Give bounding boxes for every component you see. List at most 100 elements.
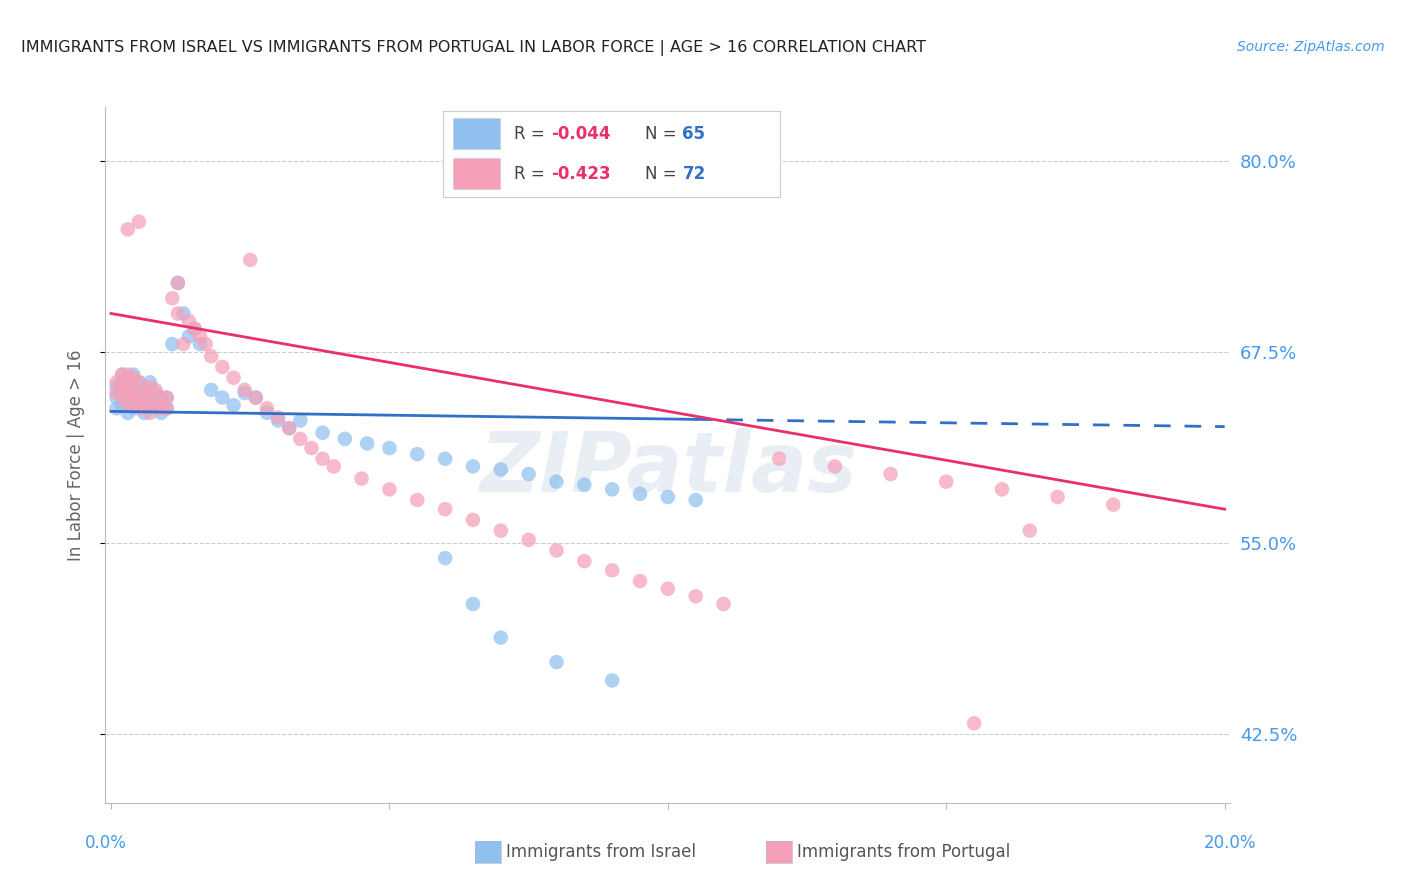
Point <box>128 391 150 405</box>
Point <box>128 386 150 401</box>
Point <box>177 314 200 328</box>
Point <box>111 380 134 394</box>
Point <box>350 472 373 486</box>
Point <box>211 359 233 374</box>
Point <box>128 376 150 390</box>
Point <box>105 391 128 405</box>
Point <box>290 432 312 446</box>
Point <box>222 370 245 384</box>
Point <box>128 401 150 416</box>
Point <box>461 597 484 611</box>
Point <box>150 401 173 416</box>
Point <box>574 477 596 491</box>
Text: Immigrants from Israel: Immigrants from Israel <box>506 843 696 861</box>
Point <box>489 462 512 476</box>
Point <box>105 376 128 390</box>
Point <box>128 215 150 229</box>
Point <box>824 459 846 474</box>
Point <box>600 673 623 688</box>
Point <box>166 306 188 320</box>
Point <box>156 401 179 416</box>
Point <box>685 493 707 508</box>
Point <box>222 398 245 412</box>
Point <box>657 490 679 504</box>
Point <box>278 421 301 435</box>
Point <box>145 398 167 412</box>
Point <box>145 383 167 397</box>
Point <box>245 391 267 405</box>
Point <box>122 380 145 394</box>
Point <box>111 376 134 390</box>
Point <box>128 398 150 412</box>
Point <box>211 391 233 405</box>
Point <box>991 483 1014 497</box>
Point <box>117 376 139 390</box>
Point <box>768 451 790 466</box>
Point <box>139 401 162 416</box>
Point <box>105 380 128 394</box>
Point <box>172 306 194 320</box>
Point <box>301 441 323 455</box>
Point <box>139 380 162 394</box>
Point <box>267 413 290 427</box>
Point <box>239 252 262 267</box>
Point <box>713 597 735 611</box>
Point <box>150 391 173 405</box>
Point <box>145 398 167 412</box>
Point <box>105 386 128 401</box>
Point <box>600 483 623 497</box>
Point <box>256 406 278 420</box>
Point <box>139 406 162 420</box>
Point <box>117 370 139 384</box>
Point <box>122 401 145 416</box>
Point <box>166 276 188 290</box>
Point <box>1018 524 1040 538</box>
Point <box>122 383 145 397</box>
Point <box>183 322 205 336</box>
Point <box>322 459 344 474</box>
Point <box>963 716 986 731</box>
Point <box>290 413 312 427</box>
Text: 0.0%: 0.0% <box>84 834 127 852</box>
Point <box>278 421 301 435</box>
Point <box>162 291 184 305</box>
Point <box>194 337 217 351</box>
Text: Immigrants from Portugal: Immigrants from Portugal <box>797 843 1011 861</box>
Point <box>188 337 211 351</box>
Point <box>256 401 278 416</box>
Point <box>600 563 623 577</box>
Point <box>117 386 139 401</box>
Point <box>156 391 179 405</box>
Point <box>134 395 156 409</box>
Point <box>122 395 145 409</box>
Point <box>117 368 139 382</box>
Point <box>233 383 256 397</box>
Point <box>935 475 957 489</box>
Point <box>177 329 200 343</box>
Point <box>434 451 457 466</box>
Point <box>150 406 173 420</box>
Point <box>311 425 333 440</box>
Text: Source: ZipAtlas.com: Source: ZipAtlas.com <box>1237 40 1385 54</box>
Point <box>150 391 173 405</box>
Point <box>117 406 139 420</box>
Point <box>111 368 134 382</box>
Point <box>111 398 134 412</box>
Point <box>333 432 356 446</box>
Point <box>1046 490 1069 504</box>
Point <box>546 543 568 558</box>
Point <box>139 391 162 405</box>
Point <box>134 398 156 412</box>
Point <box>406 493 429 508</box>
Point <box>233 386 256 401</box>
Point <box>311 451 333 466</box>
Point <box>117 395 139 409</box>
Point <box>546 655 568 669</box>
Point <box>461 459 484 474</box>
Point <box>434 502 457 516</box>
Point <box>356 436 378 450</box>
Point <box>162 337 184 351</box>
Point <box>134 406 156 420</box>
Point <box>156 401 179 416</box>
Point <box>128 376 150 390</box>
